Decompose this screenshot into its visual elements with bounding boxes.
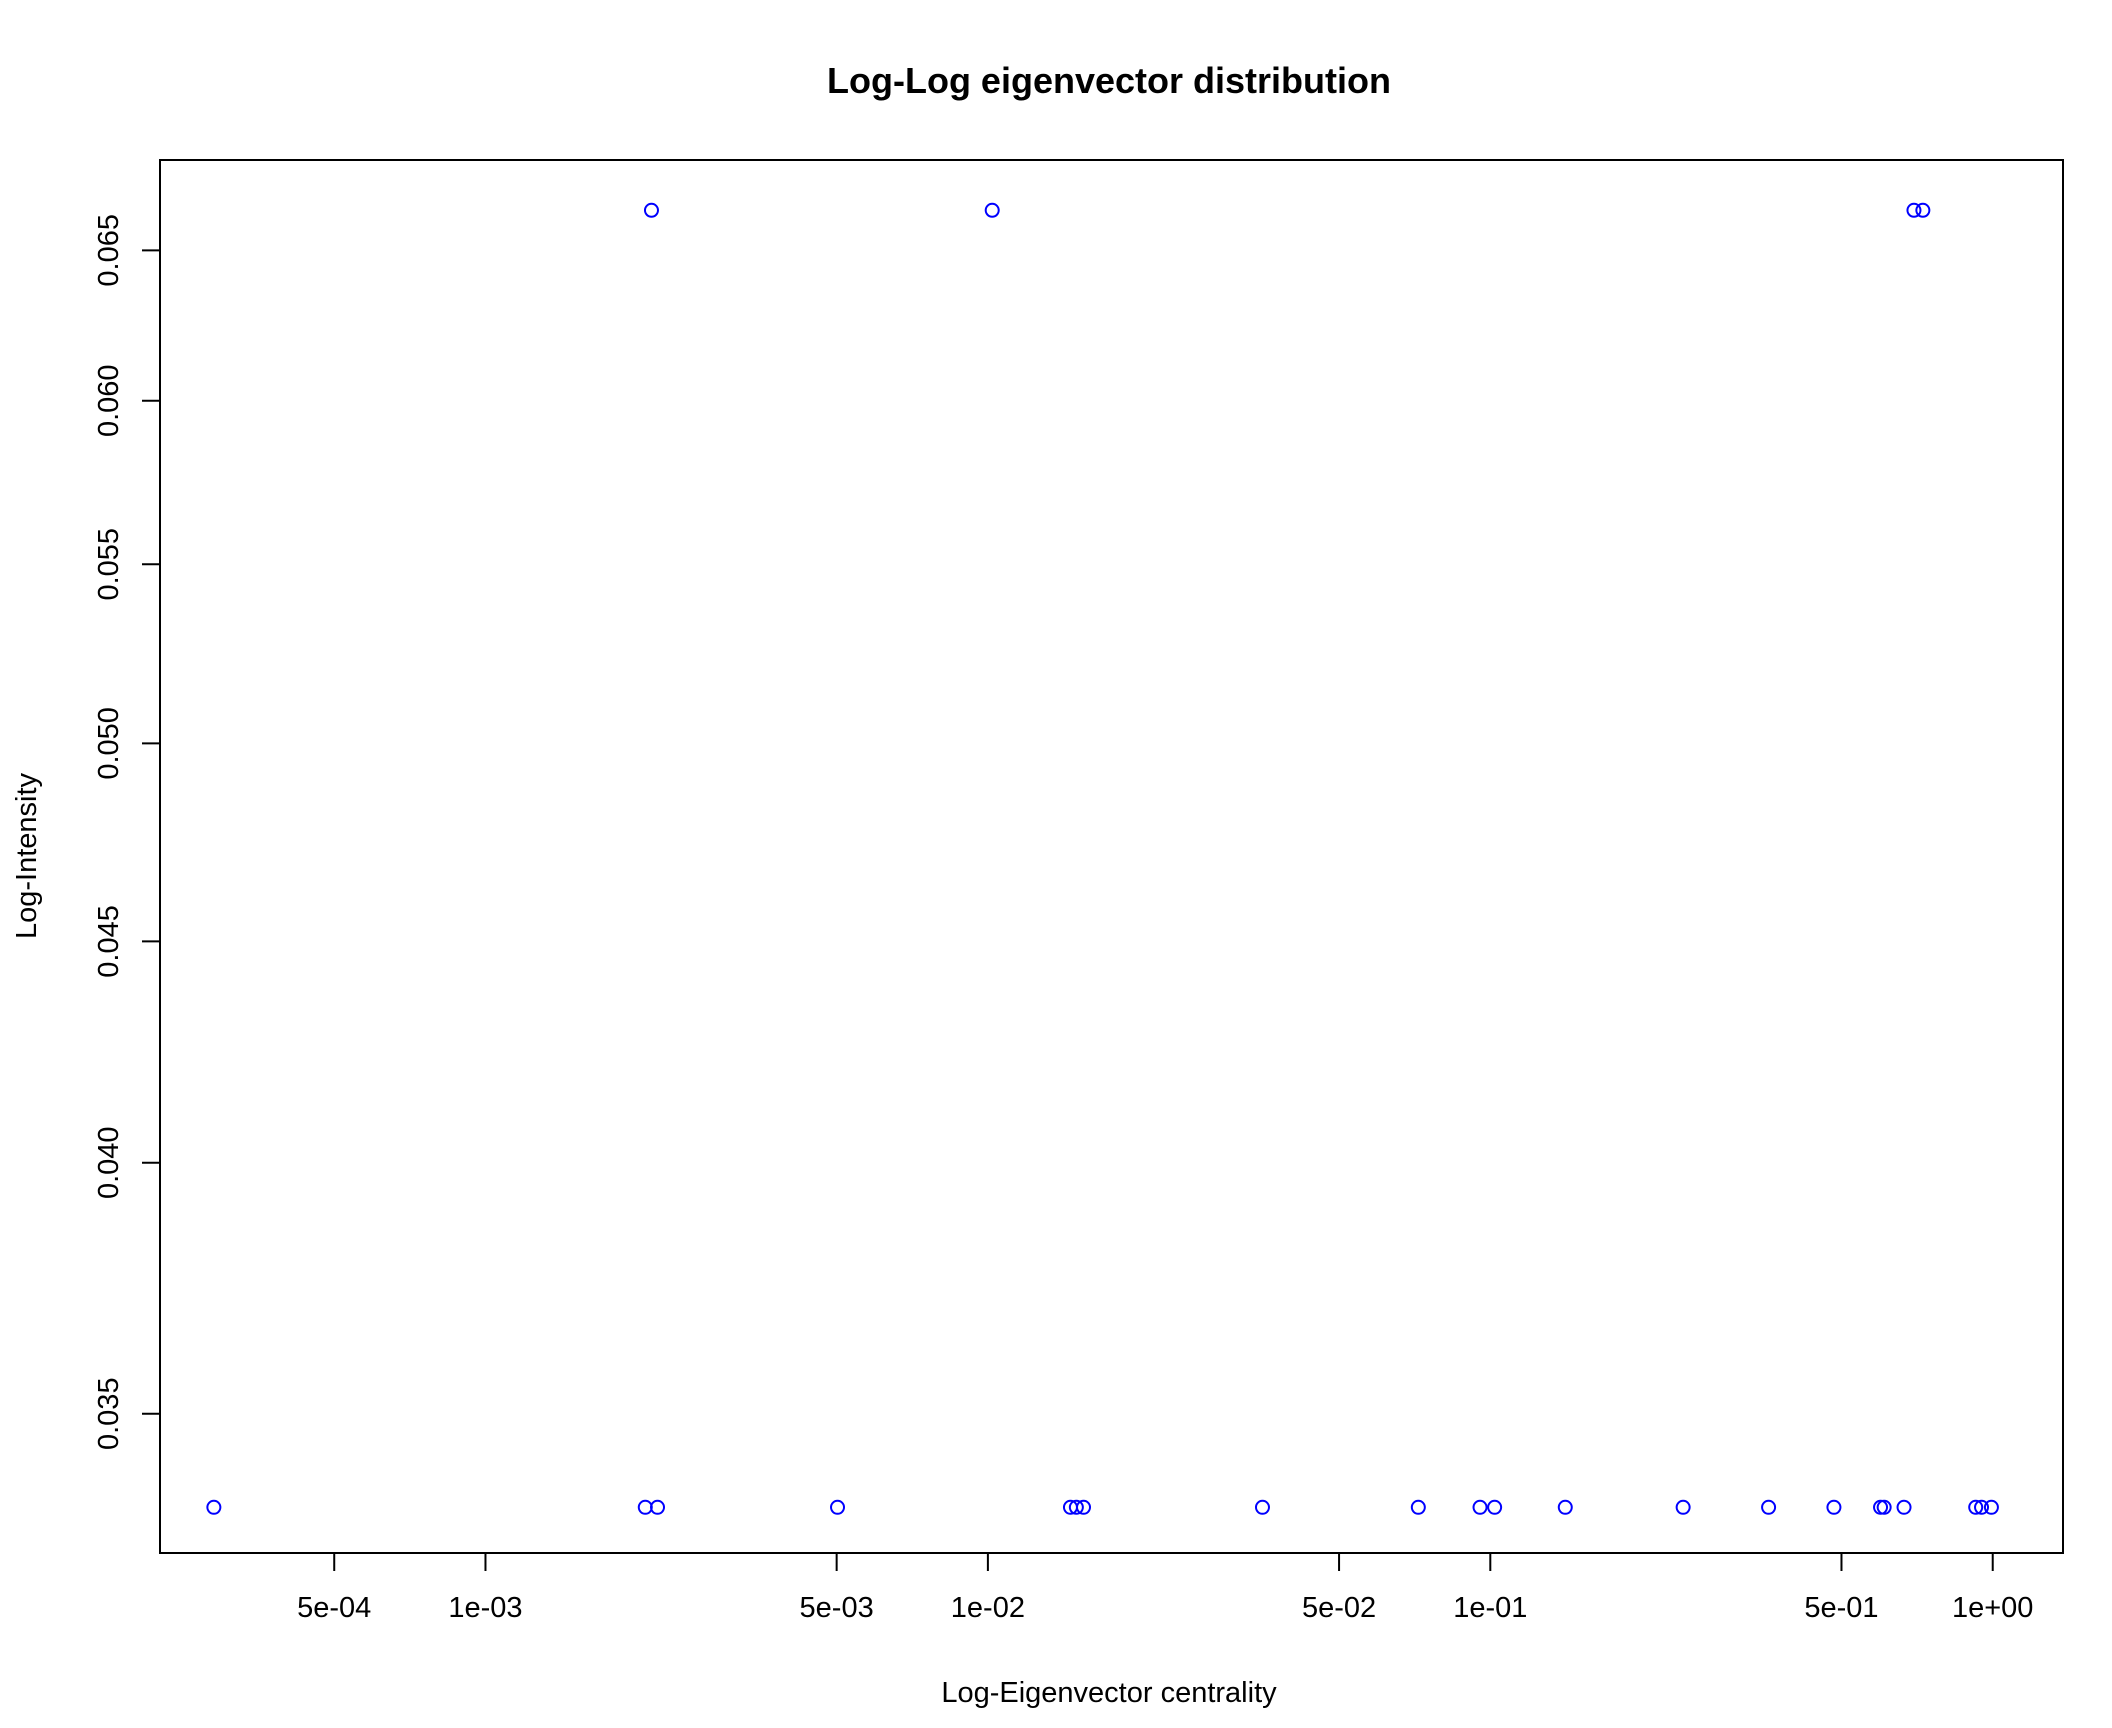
data-point <box>1557 1499 1573 1515</box>
y-tick-label: 0.055 <box>93 528 125 601</box>
x-tick-label: 1e-02 <box>951 1592 1025 1624</box>
data-point <box>1761 1499 1777 1515</box>
data-point <box>1896 1499 1912 1515</box>
x-tick-label: 1e-01 <box>1453 1592 1527 1624</box>
y-tick-label: 0.060 <box>93 364 125 437</box>
x-tick-label: 1e+00 <box>1952 1592 2033 1624</box>
x-tick-label: 5e-01 <box>1804 1592 1878 1624</box>
data-point <box>206 1499 222 1515</box>
data-point <box>1906 202 1922 218</box>
y-axis: 0.035 0.040 0.045 0.050 0.055 0.060 0.065 <box>93 214 161 1450</box>
x-axis: 5e-04 1e-03 5e-03 1e-02 5e-02 1e-01 5e-01 1e+00 <box>297 1552 2033 1624</box>
y-tick-label: 0.050 <box>93 707 125 780</box>
data-point <box>637 1499 653 1515</box>
data-point <box>1487 1499 1503 1515</box>
data-point <box>1983 1499 1999 1515</box>
data-point <box>1068 1499 1084 1515</box>
x-tick-label: 1e-03 <box>448 1592 522 1624</box>
data-point <box>830 1499 846 1515</box>
data-point <box>1826 1499 1842 1515</box>
data-point <box>650 1499 666 1515</box>
data-point <box>1968 1499 1984 1515</box>
y-tick-label: 0.045 <box>93 905 125 978</box>
data-point <box>1675 1499 1691 1515</box>
y-tick-label: 0.065 <box>93 214 125 287</box>
chart-title: Log-Log eigenvector distribution <box>827 60 1391 101</box>
plot-frame <box>159 159 2064 1554</box>
y-tick-label: 0.035 <box>93 1377 125 1450</box>
data-point <box>1076 1499 1092 1515</box>
data-point <box>643 202 659 218</box>
data-point <box>1974 1499 1990 1515</box>
data-points <box>206 202 1999 1515</box>
data-point <box>1876 1499 1892 1515</box>
x-tick-label: 5e-04 <box>297 1592 371 1624</box>
y-tick-label: 0.040 <box>93 1126 125 1199</box>
x-axis-label: Log-Eigenvector centrality <box>941 1677 1277 1709</box>
data-point <box>1915 202 1931 218</box>
x-tick-label: 5e-02 <box>1302 1592 1376 1624</box>
data-point <box>984 202 1000 218</box>
x-tick-label: 5e-03 <box>800 1592 874 1624</box>
data-point <box>1410 1499 1426 1515</box>
data-point <box>1254 1499 1270 1515</box>
y-axis-label: Log-Intensity <box>11 772 43 939</box>
data-point <box>1472 1499 1488 1515</box>
